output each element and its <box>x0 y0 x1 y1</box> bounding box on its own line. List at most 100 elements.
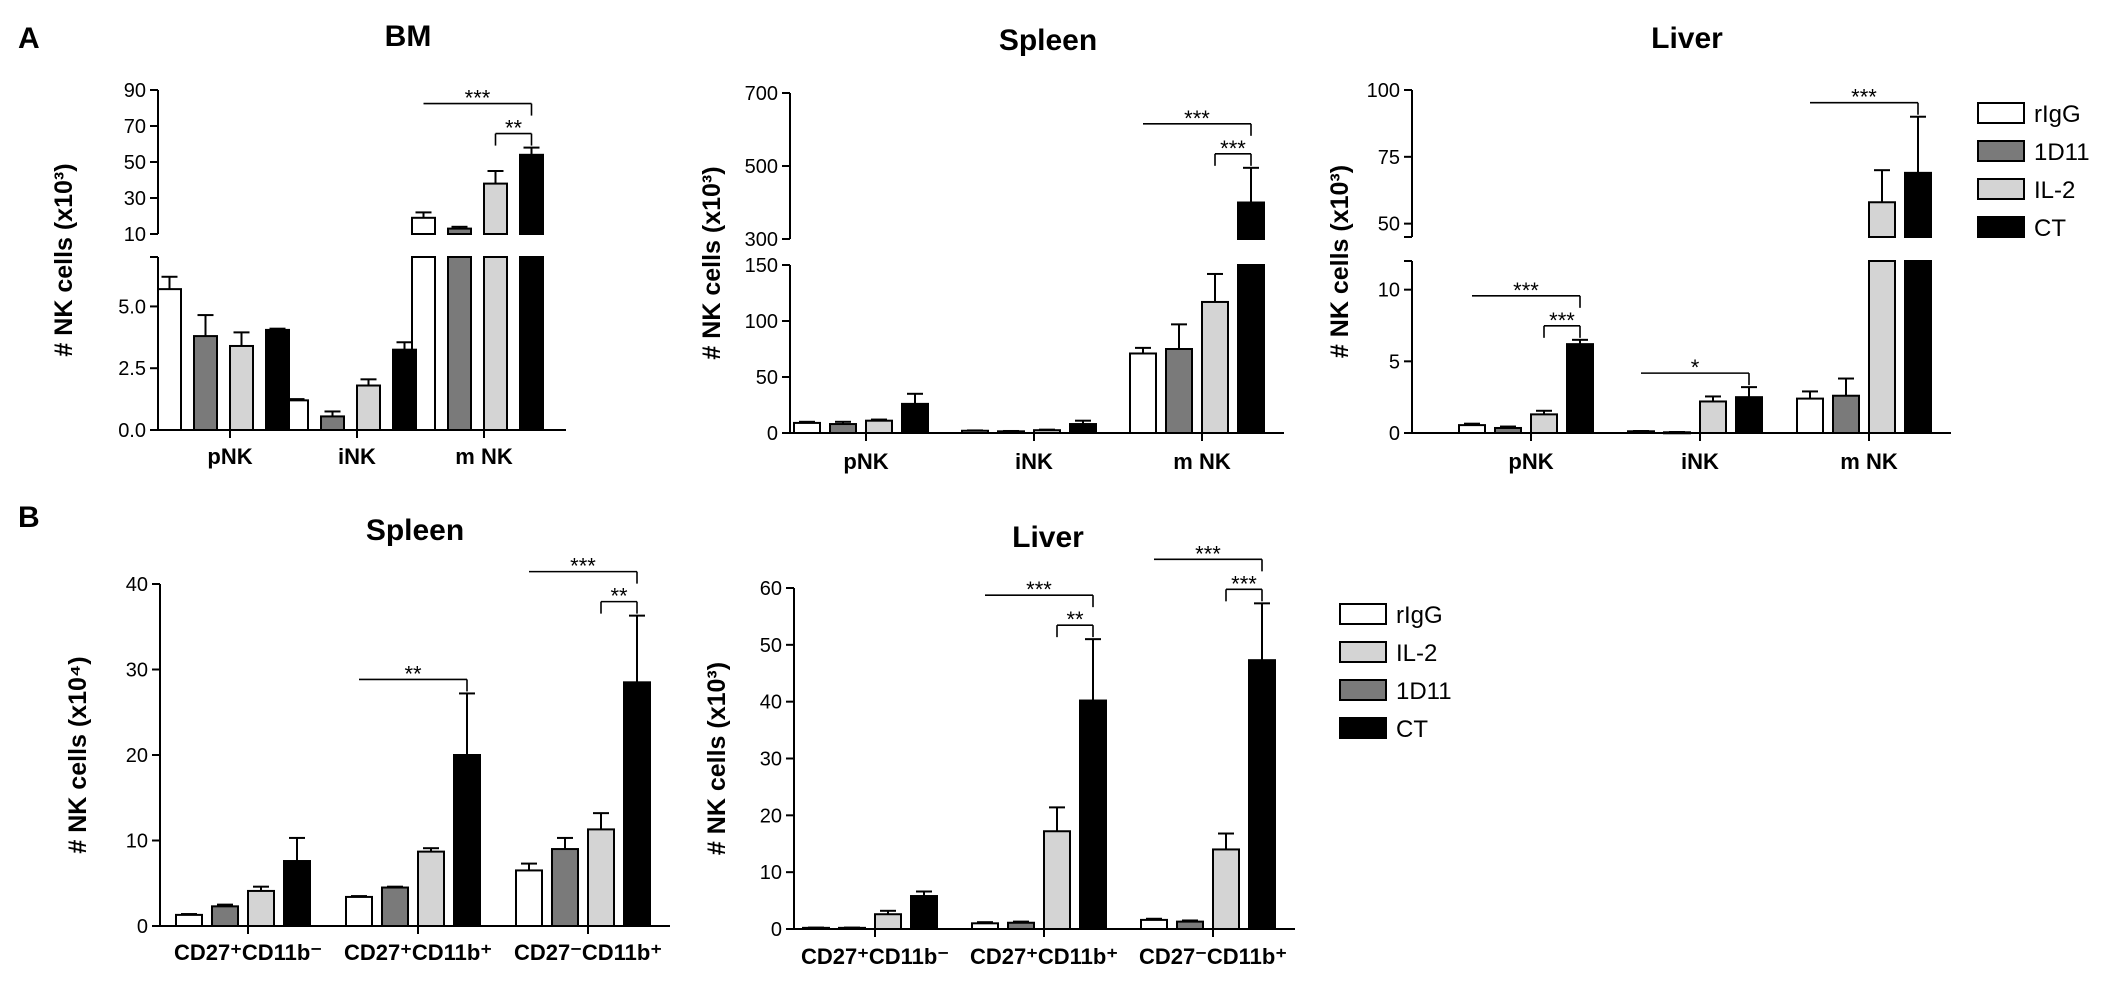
legend-label-il-2: IL-2 <box>1396 640 1437 667</box>
bar-rigg-m-nk <box>1796 397 1824 435</box>
bar-il-2-m-nk-lower <box>1868 260 1896 434</box>
y-axis-label: # NK cells (x10³) <box>1326 165 1354 358</box>
bar-ct-m-nk-lower <box>1237 264 1265 434</box>
category-label: CD27⁺CD11b⁻ <box>801 944 949 969</box>
y-tick-label: 10 <box>760 862 782 884</box>
bar-rigg-pnk <box>1458 424 1486 435</box>
category-label: iNK <box>1015 449 1053 474</box>
chart-spleen-a: Spleen # NK cells (x10³) 0 50 100 150 300 500 70… <box>698 24 1284 474</box>
bar-ct-m-nk <box>1904 171 1932 238</box>
category-label: iNK <box>338 444 376 469</box>
y-axis-label: # NK cells (x10³) <box>703 662 731 855</box>
axis-break-gap <box>523 235 540 256</box>
significance-label: *** <box>1851 85 1877 110</box>
bar-rigg-cd27-cd11b <box>175 913 203 928</box>
bar-ct-m-nk-lower <box>519 256 544 431</box>
y-tick-label: 60 <box>760 578 782 600</box>
y-tick-label: 40 <box>760 692 782 714</box>
chart-title: BM <box>385 20 432 53</box>
legend-swatch-il-2 <box>1339 641 1387 663</box>
legend-label-ct: CT <box>2034 215 2066 242</box>
bar-1d11-ink <box>320 415 345 431</box>
y-tick-label: 50 <box>756 367 778 389</box>
chart-bm: BM # NK cells (x10³) 0.0 2.5 5.0 10 30 50 70 90 pN… <box>50 20 566 469</box>
significance-label: *** <box>1549 308 1575 333</box>
bar-ct-m-nk <box>1237 201 1265 240</box>
bar-1d11-pnk <box>193 335 218 432</box>
bar-rigg-pnk <box>793 421 821 435</box>
y-tick-label: 10 <box>1378 280 1400 302</box>
legend-label-ct: CT <box>1396 716 1428 743</box>
bar-ct-m-nk-lower <box>1904 260 1932 434</box>
category-label: m NK <box>1840 449 1898 474</box>
bar-il-2-m-nk-lower <box>483 256 508 431</box>
significance-label: *** <box>1195 541 1221 566</box>
bar-1d11-m-nk <box>1832 394 1860 435</box>
significance-label: *** <box>1513 278 1539 303</box>
significance-label: * <box>1691 355 1700 380</box>
y-tick-label: 30 <box>124 188 146 210</box>
bar-ct-ink <box>392 348 417 431</box>
bar-il-2-cd27-cd11b <box>247 889 275 928</box>
bar-ct-pnk <box>901 402 929 435</box>
axis-break-gap <box>415 235 432 256</box>
legend-swatch-rigg <box>1977 102 2025 124</box>
bar-il-2-ink <box>1699 400 1727 435</box>
category-label: pNK <box>207 444 252 469</box>
significance-label: *** <box>1184 106 1210 131</box>
bar-ct-m-nk <box>519 153 544 235</box>
bar-rigg-cd27-cd11b <box>1140 918 1168 931</box>
y-tick-label: 700 <box>745 83 778 105</box>
category-label: iNK <box>1681 449 1719 474</box>
y-tick-label: 0 <box>1389 423 1400 445</box>
y-tick-label: 50 <box>760 635 782 657</box>
legend-label-rigg: rIgG <box>1396 602 1443 629</box>
legend-swatch-1d11 <box>1977 140 2025 162</box>
bar-ct-cd27-cd11b <box>453 754 481 927</box>
legend-label-1d11: 1D11 <box>1396 678 1452 705</box>
bar-il-2-pnk <box>229 344 254 432</box>
significance-label: *** <box>570 554 596 579</box>
bar-il-2-m-nk <box>1201 300 1229 434</box>
bar-ct-cd27-cd11b <box>1248 659 1276 930</box>
category-label: CD27⁺CD11b⁻ <box>174 940 322 965</box>
y-tick-label: 150 <box>745 255 778 277</box>
significance-label: *** <box>465 86 491 111</box>
bar-ct-pnk <box>1566 343 1594 434</box>
legend-swatch-rigg <box>1339 603 1387 625</box>
legend-swatch-1d11 <box>1339 679 1387 701</box>
significance-label: ** <box>505 116 523 141</box>
bar-il-2-pnk <box>865 419 893 434</box>
bar-1d11-m-nk <box>1165 348 1193 434</box>
chart-liver-a: Liver # NK cells (x10³) 0 5 10 50 75 100 pNK iNK m… <box>1326 22 1951 474</box>
y-tick-label: 30 <box>126 660 148 682</box>
chart-title: Liver <box>1651 22 1723 55</box>
y-axis-label: # NK cells (x10⁴) <box>64 656 92 853</box>
y-tick-label: 10 <box>126 831 148 853</box>
y-tick-label: 90 <box>124 80 146 102</box>
y-tick-label: 500 <box>745 156 778 178</box>
bar-1d11-cd27-cd11b <box>211 905 239 928</box>
bar-1d11-pnk <box>1494 426 1522 435</box>
legend-swatch-il-2 <box>1977 178 2025 200</box>
bar-1d11-cd27-cd11b <box>381 886 409 928</box>
bar-1d11-cd27-cd11b <box>551 848 579 927</box>
chart-liver-b: Liver # NK cells (x10³) 0 10 20 30 40 50 60 CD27⁺… <box>703 521 1295 969</box>
significance-label: ** <box>1066 607 1084 632</box>
bar-rigg-m-nk <box>411 216 436 236</box>
bar-il-2-m-nk <box>483 182 508 236</box>
bar-1d11-pnk <box>829 423 857 435</box>
bar-ct-cd27-cd11b <box>623 681 651 928</box>
legend-swatch-ct <box>1339 717 1387 739</box>
y-tick-label: 50 <box>124 152 146 174</box>
category-label: CD27⁻CD11b⁺ <box>514 940 662 965</box>
bar-il-2-cd27-cd11b <box>1212 848 1240 931</box>
bar-1d11-cd27-cd11b <box>1176 920 1204 931</box>
category-label: pNK <box>1508 449 1553 474</box>
bar-ct-cd27-cd11b <box>1079 699 1107 931</box>
axis-break-gap <box>1908 238 1928 260</box>
bar-rigg-cd27-cd11b <box>515 869 543 927</box>
bar-1d11-m-nk-lower <box>447 256 472 431</box>
chart-title: Liver <box>1012 521 1084 554</box>
